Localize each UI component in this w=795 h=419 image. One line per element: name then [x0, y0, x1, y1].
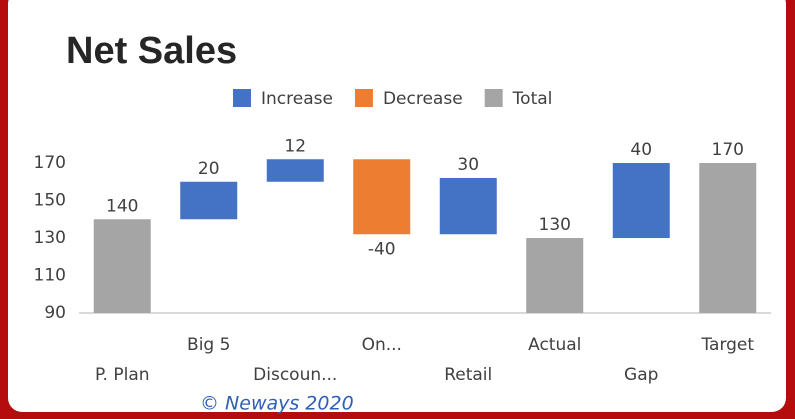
- legend-label: Decrease: [383, 89, 463, 109]
- legend-label: Total: [512, 89, 553, 109]
- bar: [266, 159, 324, 182]
- x-tick-label: Gap: [624, 365, 658, 385]
- data-label: 20: [198, 159, 220, 179]
- y-tick-label: 110: [34, 266, 66, 286]
- data-label: 130: [539, 215, 571, 235]
- legend-swatch: [233, 89, 251, 107]
- x-tick-label: Big 5: [187, 335, 230, 355]
- footer: © Neways 2020: [200, 393, 354, 415]
- legend-swatch: [354, 89, 373, 107]
- data-label: 170: [712, 140, 744, 160]
- x-tick-label: Target: [700, 335, 754, 355]
- bar: [353, 159, 411, 235]
- legend-swatch: [484, 89, 503, 107]
- bar: [699, 163, 757, 313]
- x-tick-label: Actual: [528, 335, 581, 355]
- data-label: 30: [457, 155, 479, 175]
- y-tick-label: 90: [44, 303, 66, 323]
- y-tick-label: 130: [34, 228, 66, 248]
- x-tick-label: P. Plan: [95, 365, 150, 385]
- data-label: 140: [106, 196, 138, 216]
- data-label: 40: [630, 140, 652, 160]
- bar: [93, 219, 151, 313]
- x-tick-label: Retail: [444, 365, 492, 385]
- data-label: -40: [368, 239, 396, 259]
- bar: [439, 178, 497, 235]
- bar: [612, 163, 670, 238]
- x-tick-label: On...: [362, 335, 402, 355]
- y-tick-label: 170: [34, 153, 66, 173]
- y-tick-label: 150: [34, 191, 66, 211]
- data-label: 12: [284, 136, 306, 156]
- bar: [180, 181, 238, 220]
- x-tick-label: Discoun...: [253, 365, 337, 385]
- legend-label: Increase: [261, 89, 333, 109]
- bar: [526, 238, 584, 313]
- chart-title: Net Sales: [66, 30, 237, 72]
